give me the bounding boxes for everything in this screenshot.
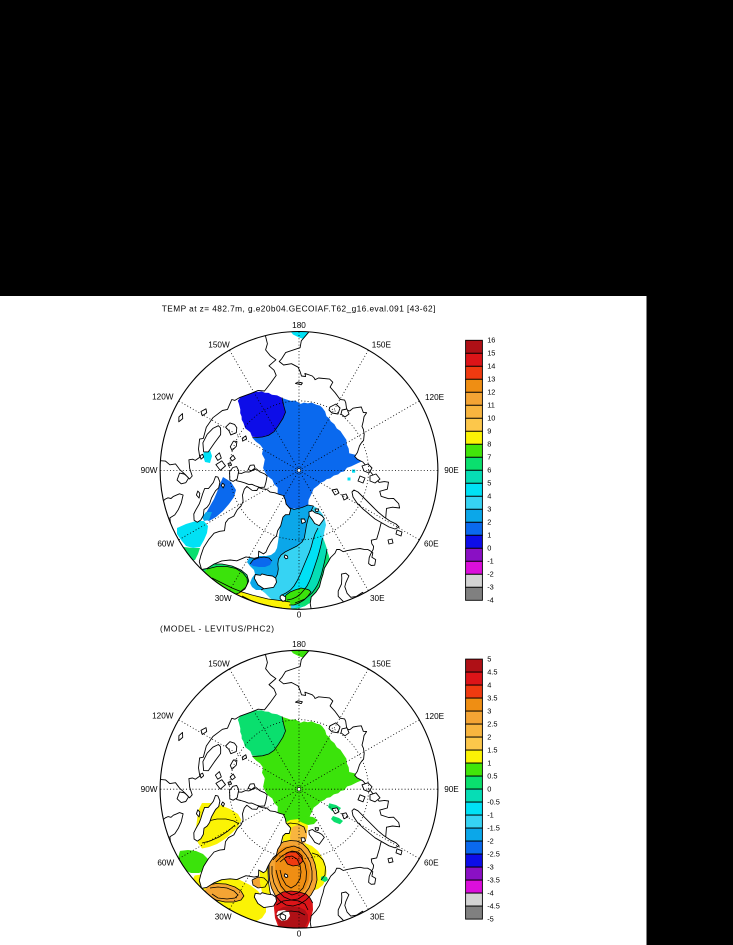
svg-text:0: 0	[487, 544, 491, 553]
svg-text:30E: 30E	[370, 913, 385, 922]
svg-text:90W: 90W	[141, 785, 158, 794]
svg-text:9: 9	[487, 427, 491, 436]
svg-text:-4: -4	[487, 889, 494, 898]
svg-text:5: 5	[487, 655, 491, 664]
svg-text:0: 0	[297, 929, 302, 938]
svg-text:3.5: 3.5	[487, 694, 497, 703]
svg-text:90W: 90W	[141, 466, 158, 475]
svg-text:4: 4	[487, 492, 491, 501]
svg-text:(MODEL - LEVITUS/PHC2): (MODEL - LEVITUS/PHC2)	[160, 623, 274, 633]
svg-text:60W: 60W	[157, 859, 174, 868]
svg-text:12: 12	[487, 388, 495, 397]
svg-text:60E: 60E	[424, 540, 439, 549]
svg-text:150W: 150W	[208, 659, 230, 668]
svg-text:14: 14	[487, 362, 495, 371]
svg-text:-3.5: -3.5	[487, 876, 500, 885]
svg-text:-2.5: -2.5	[487, 850, 500, 859]
svg-text:5: 5	[487, 479, 491, 488]
svg-text:TEMP at z= 482.7m, g.e20b04.GE: TEMP at z= 482.7m, g.e20b04.GECOIAF.T62_…	[162, 304, 436, 314]
svg-text:-3: -3	[487, 863, 494, 872]
svg-text:3: 3	[487, 505, 491, 514]
svg-text:120E: 120E	[425, 712, 445, 721]
svg-text:-4: -4	[487, 596, 494, 605]
svg-text:10: 10	[487, 414, 495, 423]
svg-text:-0.5: -0.5	[487, 798, 500, 807]
svg-text:120W: 120W	[152, 712, 174, 721]
svg-text:150E: 150E	[372, 341, 392, 350]
svg-text:90E: 90E	[444, 466, 459, 475]
svg-text:120W: 120W	[152, 393, 174, 402]
svg-text:7: 7	[487, 453, 491, 462]
svg-text:0.5: 0.5	[487, 772, 497, 781]
svg-text:90E: 90E	[444, 785, 459, 794]
svg-text:11: 11	[487, 401, 495, 410]
svg-text:6: 6	[487, 466, 491, 475]
svg-text:-2: -2	[487, 837, 494, 846]
svg-text:0: 0	[487, 785, 491, 794]
svg-text:15: 15	[487, 349, 495, 358]
svg-text:2: 2	[487, 733, 491, 742]
svg-text:60W: 60W	[157, 540, 174, 549]
svg-text:-3: -3	[487, 583, 494, 592]
svg-text:-1: -1	[487, 557, 494, 566]
svg-text:30W: 30W	[215, 913, 232, 922]
svg-text:30E: 30E	[370, 594, 385, 603]
svg-text:180: 180	[292, 640, 306, 649]
svg-text:2: 2	[487, 518, 491, 527]
svg-text:120E: 120E	[425, 393, 445, 402]
svg-text:-4.5: -4.5	[487, 902, 500, 911]
svg-text:60E: 60E	[424, 859, 439, 868]
svg-text:1: 1	[487, 531, 491, 540]
svg-text:8: 8	[487, 440, 491, 449]
svg-text:13: 13	[487, 375, 495, 384]
svg-text:30W: 30W	[215, 594, 232, 603]
svg-text:150W: 150W	[208, 341, 230, 350]
svg-text:3: 3	[487, 707, 491, 716]
svg-text:150E: 150E	[372, 659, 392, 668]
svg-text:4: 4	[487, 681, 491, 690]
svg-text:1: 1	[487, 759, 491, 768]
svg-text:-1: -1	[487, 811, 494, 820]
svg-text:2.5: 2.5	[487, 720, 497, 729]
svg-text:-1.5: -1.5	[487, 824, 500, 833]
svg-text:-5: -5	[487, 915, 494, 924]
svg-text:1.5: 1.5	[487, 746, 497, 755]
svg-text:16: 16	[487, 336, 495, 345]
svg-text:180: 180	[292, 321, 306, 330]
svg-text:-2: -2	[487, 570, 494, 579]
svg-text:0: 0	[297, 611, 302, 620]
svg-text:4.5: 4.5	[487, 668, 497, 677]
